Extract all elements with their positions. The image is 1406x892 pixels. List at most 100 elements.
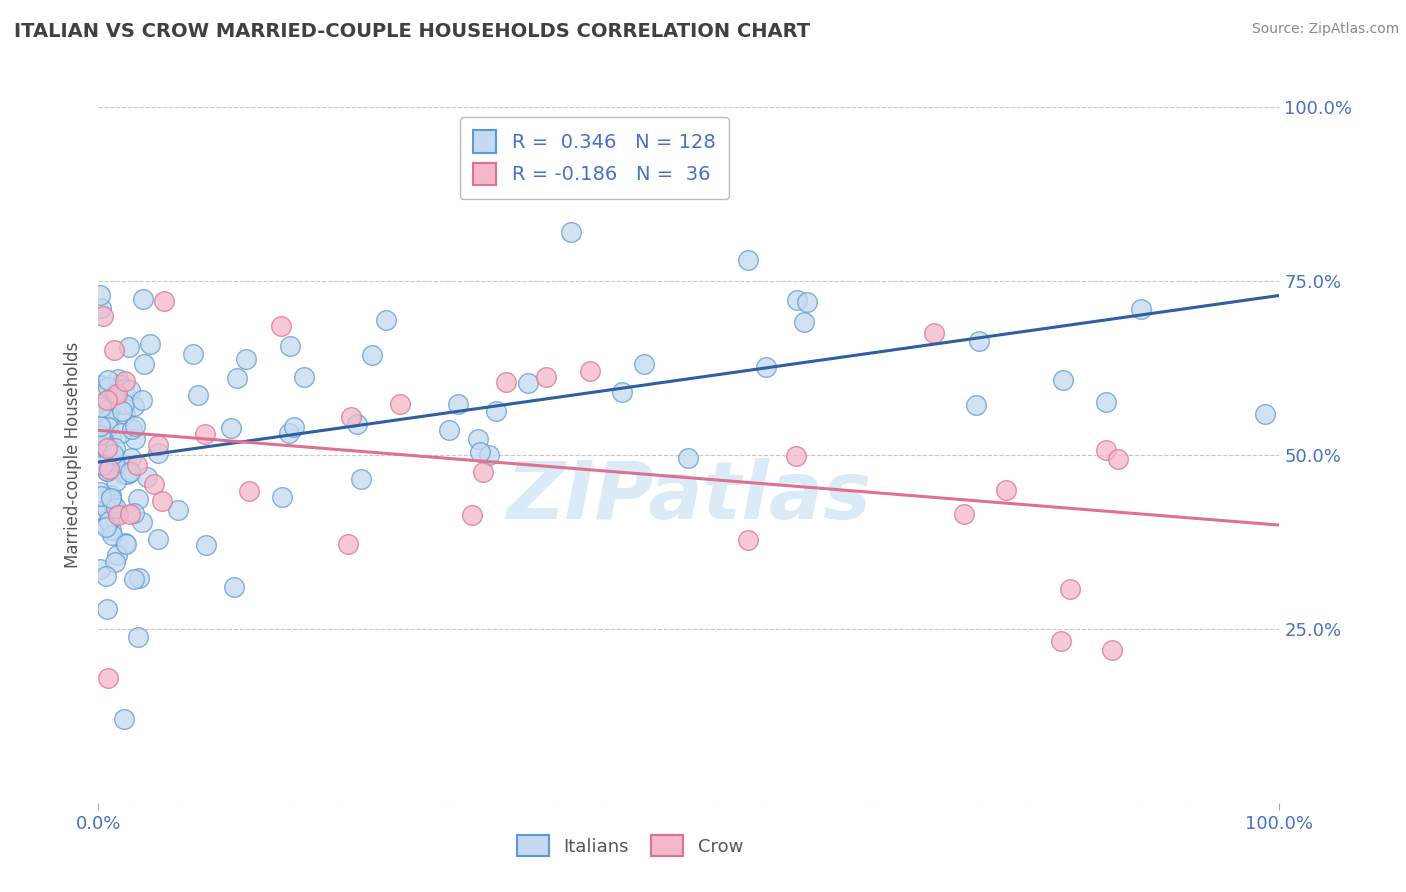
Point: [138, 337, 160, 351]
Point: [224, 580, 246, 594]
Point: [100, 449, 122, 463]
Point: [112, 396, 135, 410]
Point: [181, 347, 204, 361]
Point: [97, 671, 120, 685]
Point: [534, 369, 557, 384]
Point: [93, 309, 115, 323]
Point: [112, 712, 135, 726]
Point: [120, 450, 142, 465]
Point: [104, 500, 127, 515]
Point: [89, 428, 111, 442]
Point: [96, 602, 118, 616]
Point: [122, 506, 145, 520]
Point: [194, 426, 217, 441]
Point: [1254, 407, 1277, 421]
Point: [270, 318, 292, 333]
Point: [97, 379, 120, 393]
Legend: Italians, Crow: Italians, Crow: [509, 828, 751, 863]
Point: [98, 452, 121, 467]
Point: [105, 386, 128, 401]
Point: [796, 294, 818, 309]
Point: [118, 465, 141, 479]
Point: [96, 441, 118, 455]
Point: [127, 630, 149, 644]
Point: [633, 357, 655, 371]
Point: [350, 472, 373, 486]
Point: [292, 370, 315, 384]
Point: [148, 437, 170, 451]
Point: [389, 397, 412, 411]
Point: [98, 401, 121, 415]
Point: [103, 387, 125, 401]
Point: [336, 537, 359, 551]
Point: [104, 461, 127, 475]
Point: [110, 426, 132, 441]
Point: [114, 535, 136, 549]
Point: [100, 491, 122, 505]
Point: [97, 514, 120, 528]
Point: [107, 372, 129, 386]
Point: [283, 420, 305, 434]
Point: [676, 450, 699, 465]
Point: [100, 523, 122, 537]
Point: [103, 343, 125, 357]
Point: [100, 492, 122, 507]
Point: [96, 464, 118, 478]
Point: [346, 417, 368, 431]
Point: [96, 502, 118, 516]
Point: [112, 382, 135, 396]
Point: [965, 398, 987, 412]
Point: [100, 430, 122, 444]
Point: [195, 538, 218, 552]
Point: [793, 315, 815, 329]
Point: [225, 371, 247, 385]
Point: [115, 536, 138, 550]
Point: [271, 490, 294, 504]
Point: [1052, 373, 1074, 387]
Point: [96, 520, 118, 534]
Point: [786, 293, 808, 307]
Point: [97, 373, 120, 387]
Y-axis label: Married-couple Households: Married-couple Households: [65, 342, 83, 568]
Point: [278, 338, 301, 352]
Point: [118, 340, 141, 354]
Point: [1059, 582, 1081, 596]
Point: [93, 434, 115, 448]
Point: [89, 288, 111, 302]
Point: [953, 507, 976, 521]
Point: [122, 399, 145, 413]
Point: [90, 301, 112, 315]
Point: [98, 462, 121, 476]
Point: [89, 419, 111, 434]
Point: [98, 401, 121, 416]
Point: [340, 409, 363, 424]
Point: [560, 225, 582, 239]
Point: [447, 397, 470, 411]
Point: [111, 403, 134, 417]
Point: [107, 548, 129, 562]
Point: [114, 374, 136, 388]
Point: [1095, 395, 1118, 409]
Point: [111, 457, 134, 471]
Point: [467, 432, 489, 446]
Point: [785, 449, 807, 463]
Point: [238, 483, 260, 498]
Point: [485, 404, 508, 418]
Point: [470, 445, 492, 459]
Point: [1095, 443, 1118, 458]
Point: [96, 392, 118, 407]
Point: [219, 420, 242, 434]
Point: [143, 476, 166, 491]
Point: [97, 460, 120, 475]
Point: [146, 532, 169, 546]
Point: [127, 458, 149, 473]
Point: [89, 443, 111, 458]
Point: [1101, 643, 1123, 657]
Point: [96, 569, 118, 583]
Point: [278, 426, 301, 441]
Point: [115, 467, 138, 481]
Point: [114, 407, 136, 421]
Point: [437, 423, 460, 437]
Point: [610, 384, 633, 399]
Point: [967, 334, 990, 348]
